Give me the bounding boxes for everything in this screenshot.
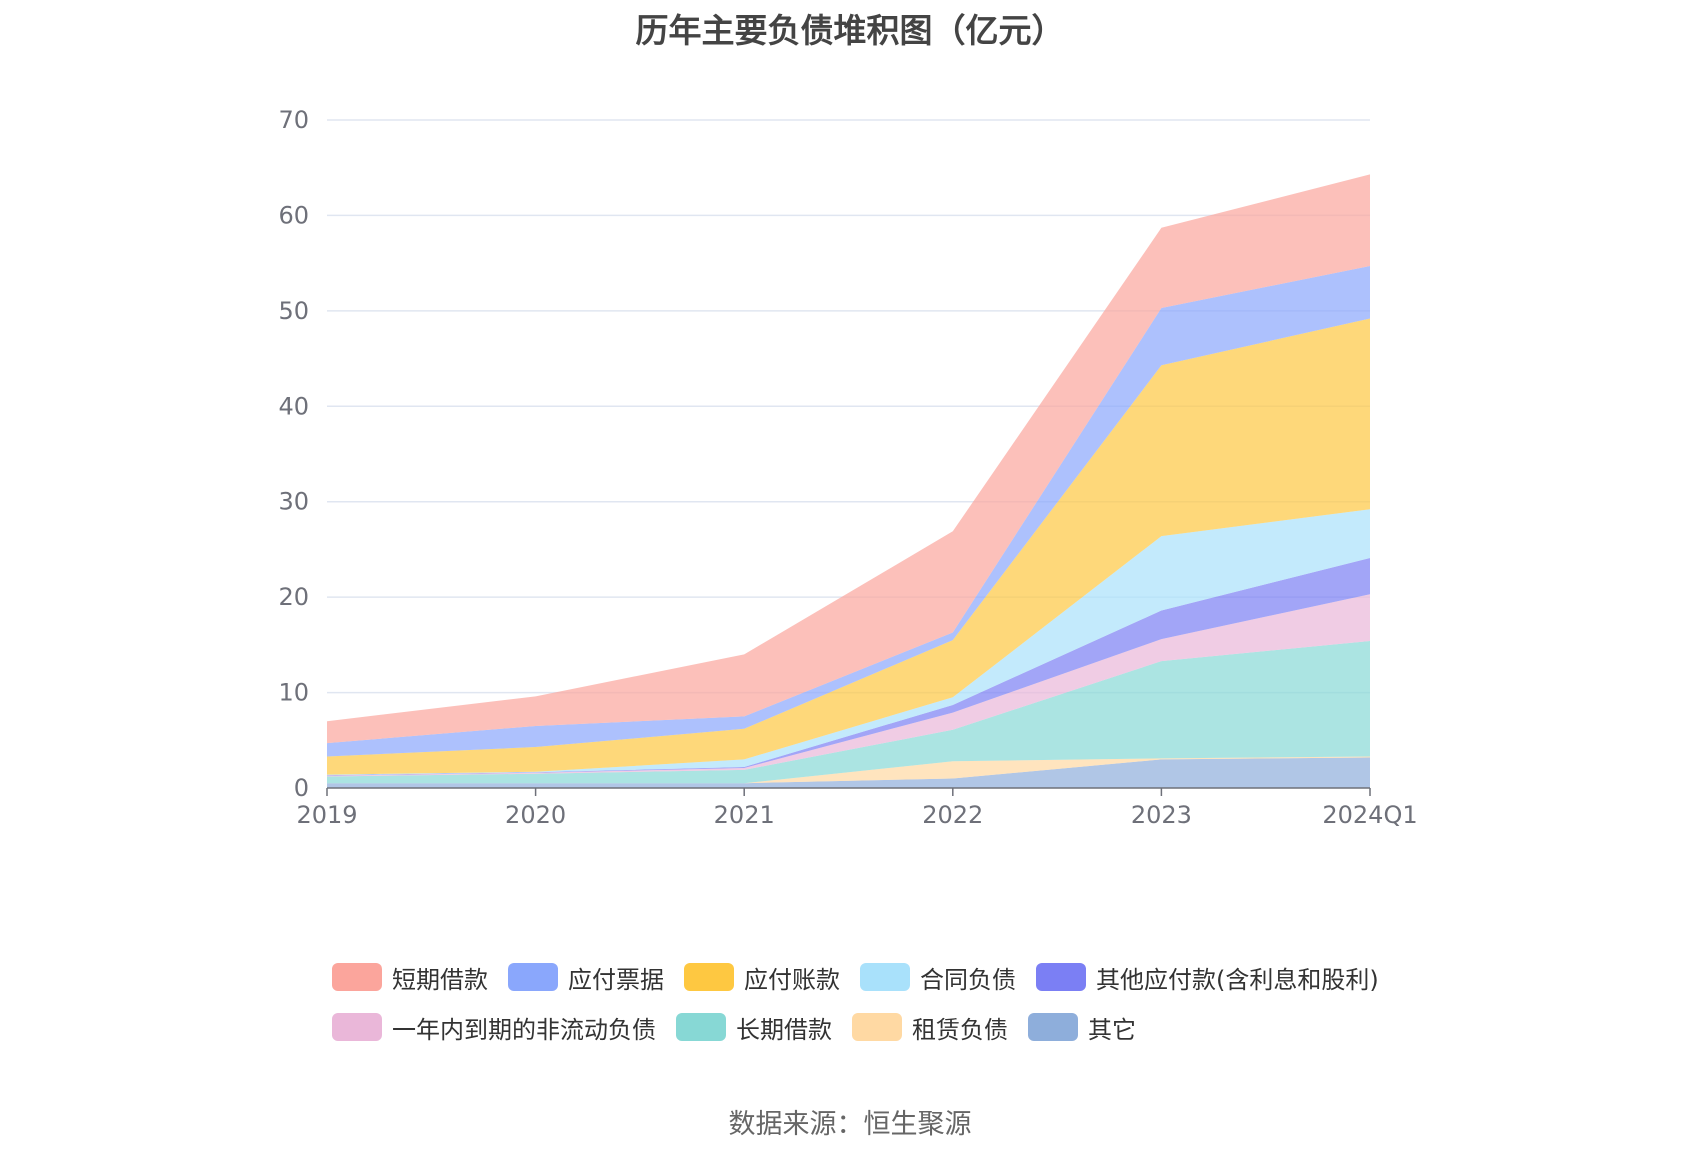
y-tick-label: 0 — [294, 774, 309, 802]
area-应付账款 — [327, 318, 1370, 775]
legend-item[interactable]: 应付账款 — [684, 960, 840, 995]
legend-item[interactable]: 一年内到期的非流动负债 — [332, 1010, 656, 1045]
legend-item[interactable]: 应付票据 — [508, 960, 664, 995]
legend-item[interactable]: 租赁负债 — [852, 1010, 1008, 1045]
y-tick-label: 60 — [278, 201, 309, 229]
legend-label: 短期借款 — [392, 965, 488, 994]
legend-label: 合同负债 — [920, 965, 1016, 994]
y-tick-label: 30 — [278, 488, 309, 516]
legend-label: 租赁负债 — [912, 1015, 1008, 1044]
legend-item[interactable]: 合同负债 — [860, 960, 1016, 995]
x-tick-label: 2019 — [296, 801, 357, 829]
y-tick-label: 40 — [278, 392, 309, 420]
legend-label: 长期借款 — [736, 1015, 832, 1044]
legend-label: 其他应付款(含利息和股利) — [1096, 965, 1379, 994]
x-tick-label: 2022 — [922, 801, 983, 829]
legend-label: 应付票据 — [568, 965, 664, 994]
area-租赁负债 — [327, 756, 1370, 784]
legend-swatch — [332, 963, 382, 991]
legend-swatch — [1028, 1013, 1078, 1041]
legend-item[interactable]: 短期借款 — [332, 960, 488, 995]
x-tick-label: 2024Q1 — [1322, 801, 1417, 829]
legend-item[interactable]: 长期借款 — [676, 1010, 832, 1045]
area-短期借款 — [327, 174, 1370, 744]
area-series — [327, 174, 1370, 788]
legend-label: 应付账款 — [744, 965, 840, 994]
area-应付票据 — [327, 266, 1370, 757]
legend-item[interactable]: 其它 — [1028, 1010, 1136, 1045]
y-tick-label: 20 — [278, 583, 309, 611]
legend-swatch — [676, 1013, 726, 1041]
legend-swatch — [684, 963, 734, 991]
legend-item[interactable]: 其他应付款(含利息和股利) — [1036, 960, 1379, 995]
x-tick-label: 2021 — [714, 801, 775, 829]
legend-row: 一年内到期的非流动负债 长期借款 租赁负债 其它 — [332, 1002, 1432, 1052]
axes: 0 10 20 30 40 50 60 70 2019 2020 2021 2022 2023 2024Q… — [278, 106, 1417, 829]
legend-label: 一年内到期的非流动负债 — [392, 1015, 656, 1044]
y-tick-label: 10 — [278, 679, 309, 707]
legend-label: 其它 — [1088, 1015, 1136, 1044]
legend-swatch — [508, 963, 558, 991]
legend-swatch — [1036, 963, 1086, 991]
legend-swatch — [332, 1013, 382, 1041]
chart-title: 历年主要负债堆积图（亿元） — [635, 11, 1065, 50]
data-source: 数据来源：恒生聚源 — [728, 1109, 972, 1140]
area-合同负债 — [327, 509, 1370, 776]
legend-swatch — [860, 963, 910, 991]
area-其它 — [327, 757, 1370, 788]
legend: 短期借款 应付票据 应付账款 合同负债 其他应付款(含利息和股利) 一年内到期的非流动负… — [332, 952, 1432, 1052]
y-tick-label: 70 — [278, 106, 309, 134]
y-tick-label: 50 — [278, 297, 309, 325]
legend-swatch — [852, 1013, 902, 1041]
legend-row: 短期借款 应付票据 应付账款 合同负债 其他应付款(含利息和股利) — [332, 952, 1432, 1002]
area-长期借款 — [327, 641, 1370, 784]
x-tick-label: 2020 — [505, 801, 566, 829]
x-tick-label: 2023 — [1131, 801, 1192, 829]
